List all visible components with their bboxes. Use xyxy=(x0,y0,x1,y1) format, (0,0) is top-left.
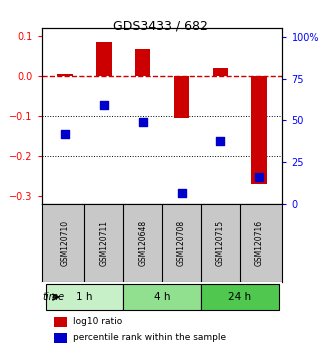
Text: log10 ratio: log10 ratio xyxy=(73,317,122,326)
Text: GDS3433 / 682: GDS3433 / 682 xyxy=(113,19,208,33)
Bar xyxy=(46,284,123,310)
Text: GSM120716: GSM120716 xyxy=(255,220,264,267)
Bar xyxy=(174,76,189,118)
Point xyxy=(63,131,68,137)
Text: GSM120715: GSM120715 xyxy=(216,220,225,267)
Point xyxy=(101,103,107,108)
Text: GSM120710: GSM120710 xyxy=(61,220,70,267)
Point xyxy=(218,138,223,143)
Bar xyxy=(213,68,228,76)
Text: GSM120708: GSM120708 xyxy=(177,220,186,267)
Bar xyxy=(201,284,279,310)
Bar xyxy=(135,49,151,76)
Bar xyxy=(123,284,201,310)
Point xyxy=(140,119,145,125)
Bar xyxy=(54,333,67,343)
Bar xyxy=(96,42,112,76)
Text: 24 h: 24 h xyxy=(228,292,251,302)
Text: 4 h: 4 h xyxy=(154,292,170,302)
Bar xyxy=(54,317,67,326)
Text: 1 h: 1 h xyxy=(76,292,93,302)
Bar xyxy=(57,74,73,76)
Text: GSM120648: GSM120648 xyxy=(138,220,147,267)
Text: time: time xyxy=(42,292,65,302)
Text: percentile rank within the sample: percentile rank within the sample xyxy=(73,333,226,342)
Point xyxy=(179,190,184,196)
Bar xyxy=(251,76,267,184)
Point xyxy=(256,175,262,180)
Text: GSM120711: GSM120711 xyxy=(100,220,108,266)
